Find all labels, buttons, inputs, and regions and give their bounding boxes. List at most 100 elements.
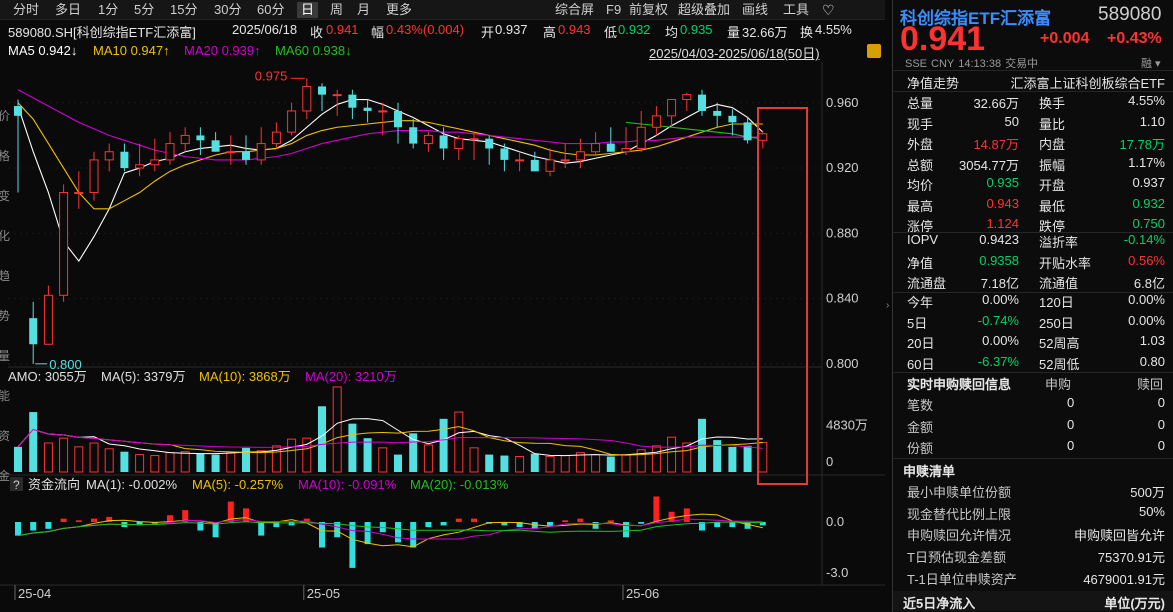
composite-screen-button[interactable]: 综合屏	[555, 2, 595, 17]
candle-body	[135, 164, 145, 169]
ma-line-ma10	[17, 102, 763, 210]
candle-body	[682, 94, 692, 101]
flow-bar	[60, 518, 67, 522]
stat-label: IOPV	[907, 232, 939, 247]
flow-bar	[288, 522, 295, 526]
candle-body	[256, 143, 266, 161]
candle-body	[59, 192, 69, 296]
flow-bar	[258, 522, 265, 536]
flow-bar	[319, 522, 325, 548]
separator	[893, 458, 1173, 459]
side-label: 化	[0, 229, 10, 243]
stat-row: 最高 0.943 最低 0.932	[893, 194, 1173, 214]
kline-chart[interactable]: 0.9600.9200.8800.8400.800价格变化趋势量能资金0.975…	[0, 0, 885, 612]
volume-bar	[74, 446, 84, 473]
volume-bar	[363, 438, 372, 472]
quote-info-line: 589080.SH[科创综指ETF汇添富] 2025/06/18 收 0.941…	[0, 21, 885, 41]
volume-bar	[743, 445, 752, 472]
stat-label: 流通盘	[907, 276, 947, 291]
vol-ma10-label: MA(10): 3868万	[199, 369, 291, 384]
settings-badge-icon[interactable]	[867, 44, 881, 58]
stat-value: 7.18亿	[980, 276, 1019, 291]
side-label: 资	[0, 429, 10, 443]
volume-bar	[120, 451, 129, 472]
date-range[interactable]: 2025/04/03-2025/06/18(50日)	[649, 46, 820, 61]
code-name: 589080.SH[科创综指ETF汇添富]	[8, 25, 196, 40]
volume-bar	[287, 438, 297, 473]
sub-value-b: 0	[1157, 438, 1165, 453]
tab-weekly[interactable]: 周	[330, 2, 344, 17]
volume-bar	[667, 436, 677, 473]
tab-5min[interactable]: 5分	[134, 2, 155, 17]
tab-multiday[interactable]: 多日	[55, 2, 82, 17]
tab-daily[interactable]: 日	[297, 2, 319, 18]
flow-ma-line	[17, 521, 763, 537]
tab-30min[interactable]: 30分	[214, 2, 242, 17]
stat-value: 3054.77万	[959, 157, 1019, 173]
volume-axis-label: 0	[826, 454, 833, 469]
draw-line-button[interactable]: 画线	[742, 2, 769, 17]
candle-body	[575, 151, 585, 161]
candle-body	[728, 115, 737, 123]
highlight-box	[757, 107, 808, 485]
list-label: 申购赎回允许情况	[907, 528, 1012, 544]
flow-ma-line	[17, 518, 763, 540]
nav-value: 汇添富上证科创板综合ETF	[1010, 76, 1165, 91]
tab-more[interactable]: 更多	[386, 2, 413, 17]
volume-bar	[318, 406, 326, 472]
tools-button[interactable]: 工具	[783, 2, 810, 17]
candle-body	[318, 86, 326, 95]
volume-bar	[439, 418, 448, 472]
list-row: 最小申赎单位份额 500万	[893, 480, 1173, 500]
tab-15min[interactable]: 15分	[170, 2, 198, 17]
tab-timeshare[interactable]: 分时	[13, 2, 40, 17]
candle-body	[180, 134, 190, 145]
list-value: 50%	[1138, 503, 1165, 519]
ma-line-ma60	[625, 121, 763, 140]
sub-value-b: 0	[1157, 395, 1165, 410]
separator	[893, 232, 1173, 233]
flow-axis-label: -3.0	[826, 565, 848, 580]
subscription-row: 金额 0 0	[893, 415, 1173, 435]
candle-body	[226, 151, 236, 154]
favorite-heart-icon[interactable]: ♡	[822, 2, 835, 18]
nav-row[interactable]: 净值走势 汇添富上证科创板综合ETF	[893, 71, 1173, 91]
flow-bar	[425, 522, 432, 528]
candle-body	[530, 159, 539, 172]
tab-60min[interactable]: 60分	[257, 2, 285, 17]
margin-indicator[interactable]: 融 ▾	[1141, 58, 1161, 70]
collapse-arrow-icon[interactable]: ›	[886, 300, 890, 311]
forward-adjust-button[interactable]: 前复权	[629, 2, 669, 17]
volume-bar	[150, 455, 160, 473]
tab-1min[interactable]: 1分	[98, 2, 119, 17]
flow-bar	[106, 516, 113, 522]
low-value: 0.932	[618, 22, 651, 37]
flow-title: 资金流向	[28, 477, 80, 492]
subscription-row: 笔数 0 0	[893, 393, 1173, 413]
side-label: 格	[0, 148, 10, 163]
sub-label: 金额	[907, 419, 934, 435]
f9-button[interactable]: F9	[606, 2, 622, 17]
meta-item: SSE	[905, 58, 928, 70]
stat-value: -0.14%	[1123, 232, 1165, 247]
flow-bar	[592, 522, 599, 529]
sub-value-a: 0	[1067, 438, 1075, 453]
side-label: 量	[0, 349, 10, 363]
turn-label: 换	[800, 25, 814, 40]
candle-body	[469, 138, 479, 141]
candle-body	[271, 131, 281, 145]
candle-body	[545, 159, 555, 172]
flow-bar	[501, 522, 508, 526]
overlay-button[interactable]: 超级叠加	[678, 2, 731, 17]
tab-monthly[interactable]: 月	[357, 2, 371, 17]
list-label: T日预估现金差额	[907, 550, 1006, 566]
stat-label: 20日	[907, 336, 935, 351]
candle-body	[363, 107, 372, 111]
stat-value: 0.9358	[979, 252, 1019, 268]
stat-value: 6.8亿	[1133, 276, 1165, 291]
panel-divider	[892, 0, 893, 612]
volume-bar	[713, 440, 722, 472]
close-value: 0.941	[326, 22, 359, 37]
flow-bar	[45, 522, 52, 529]
